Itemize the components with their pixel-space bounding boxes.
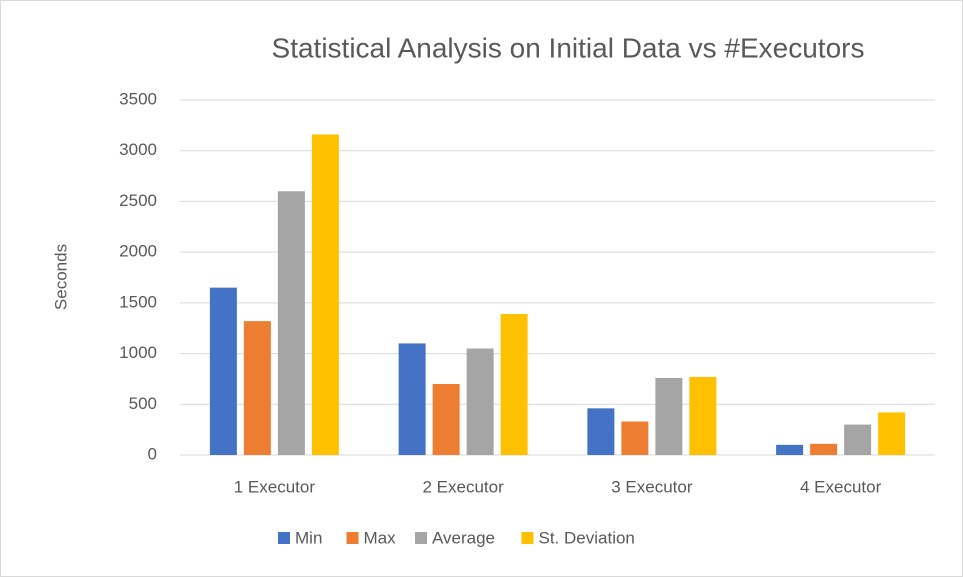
bar [878, 412, 906, 455]
x-tick-label: 3 Executor [611, 477, 693, 496]
legend-swatch [521, 532, 534, 544]
legend-label: St. Deviation [539, 528, 635, 547]
y-tick-label: 1500 [119, 292, 157, 311]
y-tick-label: 1000 [119, 343, 157, 362]
bar [844, 424, 872, 455]
bar [810, 443, 838, 455]
legend-swatch [278, 532, 290, 544]
bar [277, 191, 305, 456]
legend-label: Max [364, 528, 397, 547]
bar [466, 348, 494, 455]
bar [311, 134, 339, 455]
bar [432, 384, 460, 455]
x-tick-label: 4 Executor [800, 477, 882, 496]
y-tick-label: 3000 [119, 140, 157, 159]
bar [243, 321, 271, 455]
y-tick-label: 2000 [119, 242, 157, 261]
x-tick-label: 1 Executor [234, 477, 316, 496]
bar [587, 408, 615, 455]
y-tick-label: 2500 [119, 191, 157, 210]
bar [398, 343, 426, 455]
legend-label: Average [432, 528, 495, 547]
x-tick-label: 2 Executor [422, 477, 504, 496]
bar [655, 377, 683, 455]
y-tick-label: 0 [148, 444, 157, 463]
legend-label: Min [295, 528, 322, 547]
y-axis-label: Seconds [51, 244, 70, 310]
bar [621, 421, 649, 455]
bar [689, 376, 717, 455]
legend-swatch [415, 532, 427, 544]
bar [209, 287, 237, 455]
y-tick-label: 500 [129, 394, 157, 413]
bar [500, 314, 528, 455]
bar [776, 444, 804, 455]
legend-swatch [346, 532, 359, 544]
y-tick-label: 3500 [119, 89, 157, 108]
chart-title: Statistical Analysis on Initial Data vs … [272, 32, 865, 63]
